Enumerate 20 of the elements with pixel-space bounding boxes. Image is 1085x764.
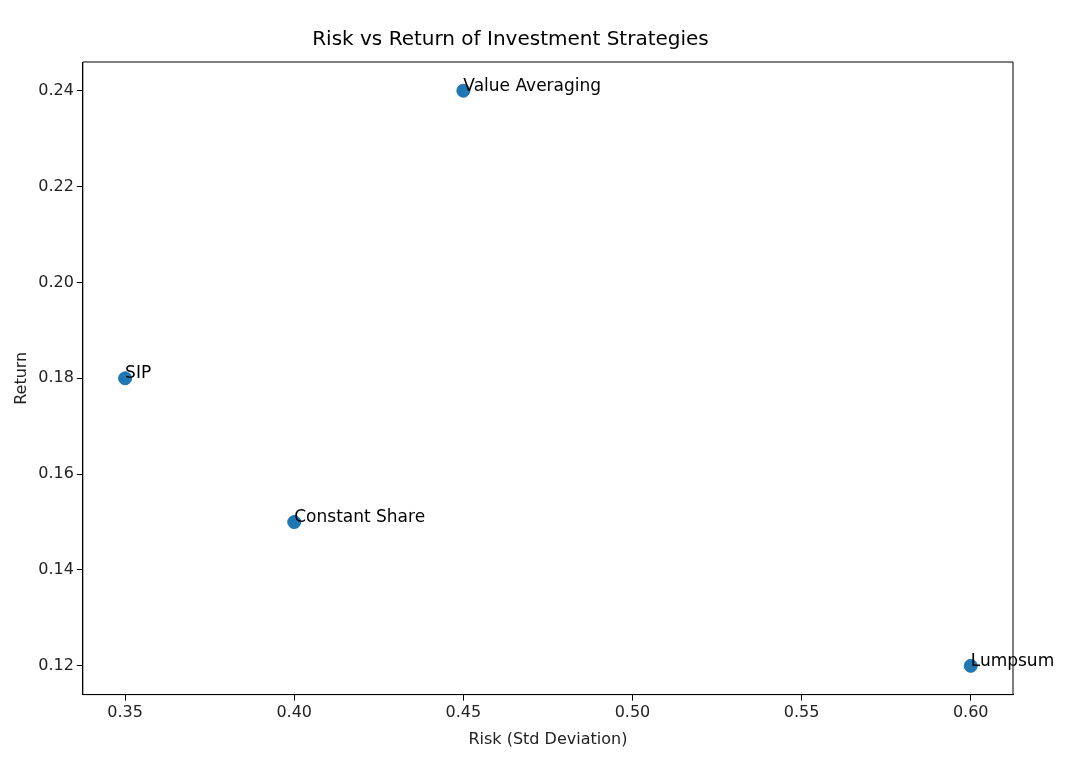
x-tick-label: 0.60: [952, 702, 989, 722]
annotation: Value Averaging: [463, 74, 602, 95]
x-tick-label: 0.45: [445, 702, 482, 722]
x-tick-label: 0.50: [614, 702, 651, 722]
chart-title: Risk vs Return of Investment Strategies: [312, 26, 709, 51]
y-axis-title: Return: [10, 351, 30, 405]
y-tick-label: 0.20: [38, 271, 74, 291]
y-tick-label: 0.18: [38, 367, 74, 387]
annotation: SIP: [125, 362, 152, 383]
annotation: Lumpsum: [970, 649, 1055, 670]
y-tick-label: 0.16: [38, 463, 74, 483]
x-tick-label: 0.55: [783, 702, 820, 722]
x-axis-title: Risk (Std Deviation): [468, 728, 628, 748]
y-tick-label: 0.12: [38, 655, 74, 674]
x-tick-label: 0.40: [276, 702, 313, 722]
annotation: Constant Share: [294, 506, 426, 527]
x-tick-label: 0.35: [107, 702, 143, 722]
y-tick-label: 0.22: [38, 175, 74, 195]
y-tick-label: 0.24: [38, 79, 74, 99]
y-tick-label: 0.14: [38, 559, 74, 579]
